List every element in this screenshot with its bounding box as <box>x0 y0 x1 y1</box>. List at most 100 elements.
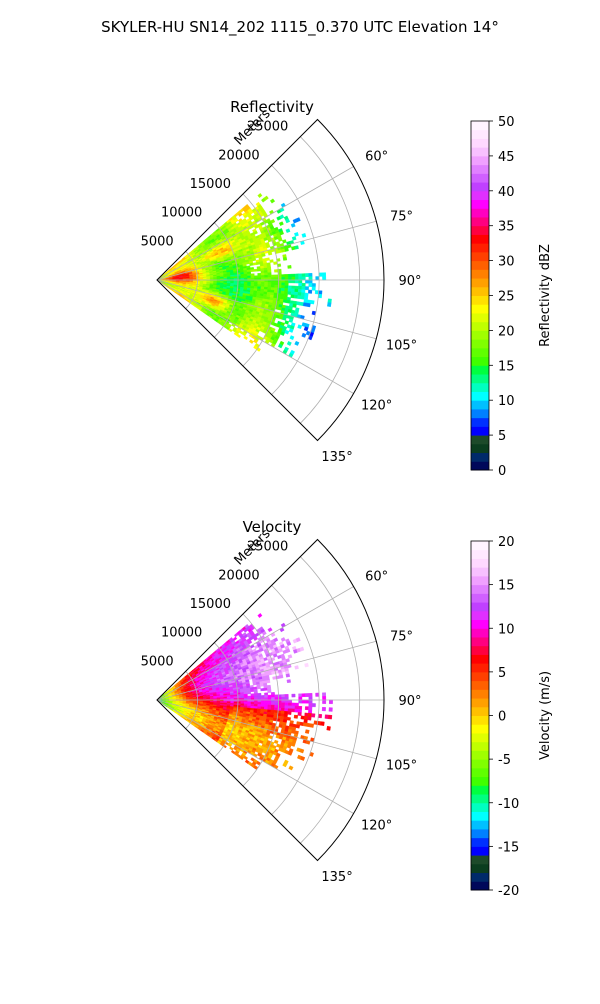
data-cell <box>260 684 264 687</box>
data-cell <box>308 713 312 717</box>
colorbar-swatch <box>471 550 489 559</box>
colorbar-tick-label: 30 <box>498 255 515 270</box>
data-cell <box>293 304 297 308</box>
data-cell <box>250 269 254 271</box>
data-cell <box>275 275 279 278</box>
data-cell <box>250 263 254 266</box>
colorbar-tick-label: 50 <box>498 115 515 130</box>
colorbar-swatch <box>471 759 489 768</box>
data-cell <box>268 270 272 273</box>
colorbar-swatch <box>471 777 489 786</box>
data-cell <box>285 700 288 703</box>
data-cell <box>295 286 299 289</box>
data-cell <box>302 277 305 280</box>
data-cell <box>309 703 313 707</box>
colorbar-swatch <box>471 165 489 174</box>
data-cell <box>282 694 286 697</box>
colorbar-swatch <box>471 453 489 462</box>
data-cell <box>282 283 286 286</box>
data-cell <box>271 283 275 286</box>
colorbar-swatch <box>471 435 489 444</box>
colorbar-swatch <box>471 365 489 374</box>
colorbar-swatch <box>471 724 489 733</box>
colorbar-swatch <box>471 296 489 305</box>
radial-tick-label: 10000 <box>161 626 202 641</box>
colorbar-swatch <box>471 855 489 864</box>
radial-tick-label: 15000 <box>190 177 231 192</box>
colorbar-tick-label: 5 <box>498 429 506 444</box>
data-cell <box>258 613 262 617</box>
data-cell <box>265 275 269 278</box>
data-cell <box>291 295 295 298</box>
colorbar-swatch <box>471 156 489 165</box>
data-cell <box>287 717 291 720</box>
data-cell <box>292 274 296 277</box>
data-cell <box>257 269 261 272</box>
data-cell <box>329 700 333 704</box>
data-cell <box>254 276 257 278</box>
colorbar-label: Velocity (m/s) <box>538 671 553 760</box>
data-cell <box>249 340 253 344</box>
data-cell <box>295 274 299 277</box>
data-cell <box>315 290 319 294</box>
data-cell <box>241 696 244 698</box>
data-cell <box>304 716 308 720</box>
data-cell <box>288 703 292 706</box>
colorbar-swatch <box>471 444 489 453</box>
data-cell <box>288 274 292 277</box>
colorbar-swatch <box>471 628 489 637</box>
data-cell <box>261 271 265 274</box>
data-cell <box>310 300 314 304</box>
colorbar-tick-label: 15 <box>498 359 515 374</box>
data-cell <box>282 700 285 703</box>
colorbar-tick-label: 20 <box>498 535 515 550</box>
figure-title: SKYLER-HU SN14_202 1115_0.370 UTC Elevat… <box>101 18 499 37</box>
data-cell <box>312 287 316 291</box>
data-cell <box>271 692 275 695</box>
data-cell <box>282 317 286 321</box>
colorbar-swatch <box>471 409 489 418</box>
data-cell <box>264 688 268 691</box>
data-cell <box>281 708 285 711</box>
data-cell <box>288 292 292 295</box>
colorbar-tick-label: 15 <box>498 579 515 594</box>
data-cell <box>322 276 326 280</box>
data-cell <box>305 293 309 297</box>
colorbar-swatch <box>471 138 489 147</box>
colorbar-swatch <box>471 330 489 339</box>
data-cell <box>246 262 250 265</box>
data-cell <box>285 321 289 325</box>
data-cell <box>295 709 299 712</box>
data-cell <box>261 273 265 276</box>
data-cell <box>301 716 305 720</box>
data-cell <box>288 277 291 280</box>
colorbar-swatch <box>471 742 489 751</box>
data-cell <box>273 262 277 265</box>
colorbar-swatch <box>471 611 489 620</box>
data-cell <box>288 655 292 659</box>
data-cell <box>247 692 251 694</box>
data-cell <box>316 277 320 281</box>
data-cell <box>307 303 311 307</box>
colorbar-swatch <box>471 811 489 820</box>
colorbar-swatch <box>471 261 489 270</box>
data-cell <box>271 705 275 708</box>
colorbar-tick-label: -20 <box>498 884 519 899</box>
data-cell <box>244 696 247 698</box>
colorbar-tick-label: 40 <box>498 185 515 200</box>
data-cell <box>288 265 292 268</box>
data-cell <box>299 694 303 697</box>
data-cell <box>258 273 262 275</box>
colorbar-swatch <box>471 838 489 847</box>
data-cell <box>312 703 316 707</box>
colorbar-swatch <box>471 339 489 348</box>
data-cell <box>252 258 256 261</box>
data-cell <box>316 693 320 697</box>
data-cell <box>305 693 309 696</box>
data-cell <box>304 327 308 331</box>
data-cell <box>241 282 244 284</box>
data-cell <box>266 680 270 683</box>
